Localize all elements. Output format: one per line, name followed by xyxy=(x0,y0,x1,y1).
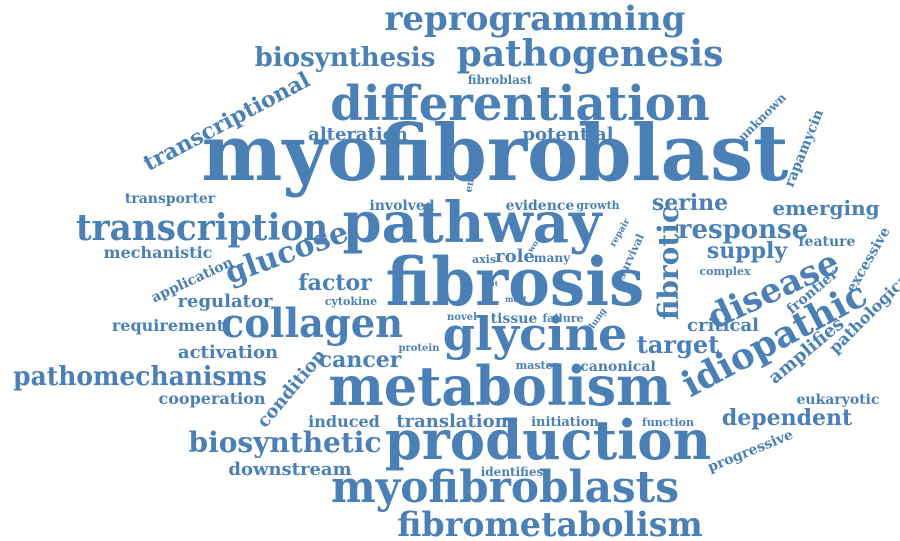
word-activation: activation xyxy=(178,342,278,363)
word-supply: supply xyxy=(707,238,789,264)
word-fibrometabolism: fibrometabolism xyxy=(397,504,703,541)
word-glut: glut xyxy=(482,279,499,288)
word-pathomechanisms: pathomechanisms xyxy=(13,362,267,393)
word-requirement: requirement xyxy=(112,316,225,335)
word-glycine: glycine xyxy=(443,307,628,361)
word-biosynthetic: biosynthetic xyxy=(188,426,381,459)
word-fibrotic: fibrotic xyxy=(652,206,685,320)
word-biosynthesis: biosynthesis xyxy=(255,43,436,73)
word-mechanistic: mechanistic xyxy=(104,243,213,262)
word-transporter: transporter xyxy=(125,191,216,207)
word-myofibroblast: myofibroblast xyxy=(202,107,789,199)
word-complex: complex xyxy=(699,265,751,278)
word-most: most xyxy=(505,294,527,304)
word-factor: factor xyxy=(298,270,372,296)
word-protein: protein xyxy=(399,343,441,354)
word-progressive: progressive xyxy=(705,427,795,476)
word-pathogenesis: pathogenesis xyxy=(457,33,724,75)
word-cooperation: cooperation xyxy=(158,389,265,408)
word-collagen: collagen xyxy=(221,300,403,347)
